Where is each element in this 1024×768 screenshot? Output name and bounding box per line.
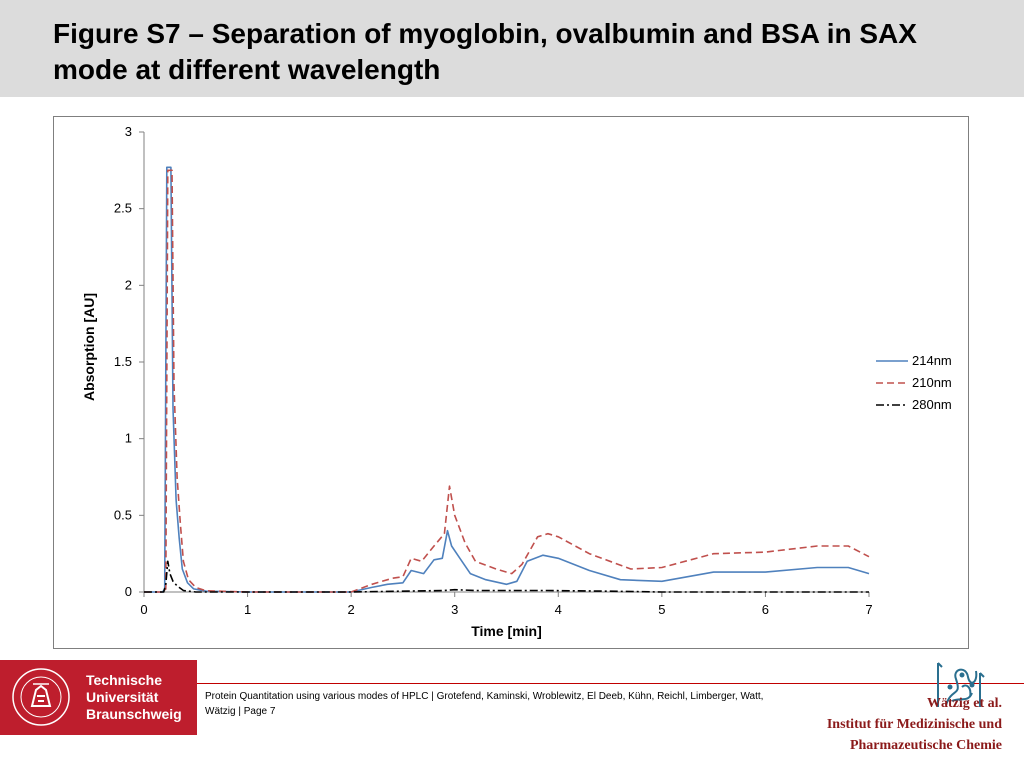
institute-line: Wätzig et al. xyxy=(926,696,1002,711)
x-tick-label: 2 xyxy=(348,602,355,617)
x-tick-label: 0 xyxy=(140,602,147,617)
series-line-210nm xyxy=(144,169,870,593)
y-tick-label: 3 xyxy=(125,124,132,139)
university-name-line: Universität xyxy=(86,689,159,705)
y-tick-label: 0 xyxy=(125,584,132,599)
y-tick-label: 2 xyxy=(125,277,132,292)
x-tick-label: 7 xyxy=(865,602,872,617)
institute-name: Wätzig et al. Institut für Medizinische … xyxy=(790,693,1002,756)
x-tick-label: 3 xyxy=(451,602,458,617)
university-name-line: Braunschweig xyxy=(86,706,182,722)
x-tick-label: 1 xyxy=(244,602,251,617)
footer-citation: Protein Quantitation using various modes… xyxy=(205,691,764,717)
y-tick-label: 1 xyxy=(125,431,132,446)
chart-frame: 0 0.5 1 1.5 2 2.5 3 0 1 2 3 4 5 6 7 Time [min] Absorptio… xyxy=(53,116,969,649)
chart-axes: 0 0.5 1 1.5 2 2.5 3 0 1 2 3 4 5 6 7 Time [min] Absorptio… xyxy=(81,124,873,639)
chart-series-layer xyxy=(144,166,870,593)
university-name: Technische Universität Braunschweig xyxy=(86,672,182,723)
series-line-280nm xyxy=(144,560,869,593)
x-tick-label: 5 xyxy=(658,602,665,617)
chart-svg: 0 0.5 1 1.5 2 2.5 3 0 1 2 3 4 5 6 7 Time [min] Absorptio… xyxy=(81,124,952,639)
slide-title: Figure S7 – Separation of myoglobin, ova… xyxy=(53,18,917,85)
title-bar: Figure S7 – Separation of myoglobin, ova… xyxy=(0,0,1024,97)
footer-rule xyxy=(197,683,1024,684)
x-tick-label: 4 xyxy=(555,602,562,617)
y-tick-label: 2.5 xyxy=(114,201,132,216)
institute-line: Pharmazeutische Chemie xyxy=(849,738,1002,753)
legend-label-214nm: 214nm xyxy=(912,353,952,368)
x-tick-label: 6 xyxy=(762,602,769,617)
tu-braunschweig-logo: Technische Universität Braunschweig xyxy=(0,660,197,735)
legend-label-210nm: 210nm xyxy=(912,375,952,390)
y-tick-label: 1.5 xyxy=(114,354,132,369)
y-tick-label: 0.5 xyxy=(114,507,132,522)
legend-label-280nm: 280nm xyxy=(912,397,952,412)
x-axis-title: Time [min] xyxy=(471,623,542,639)
institute-line: Institut für Medizinische und xyxy=(826,717,1002,732)
university-name-line: Technische xyxy=(86,672,162,688)
university-seal-icon xyxy=(12,668,70,726)
y-axis-title: Absorption [AU] xyxy=(81,293,97,401)
protein-structure-icon xyxy=(937,662,985,707)
series-line-214nm xyxy=(144,166,870,593)
chart-legend: 214nm 210nm 280nm xyxy=(876,353,952,412)
